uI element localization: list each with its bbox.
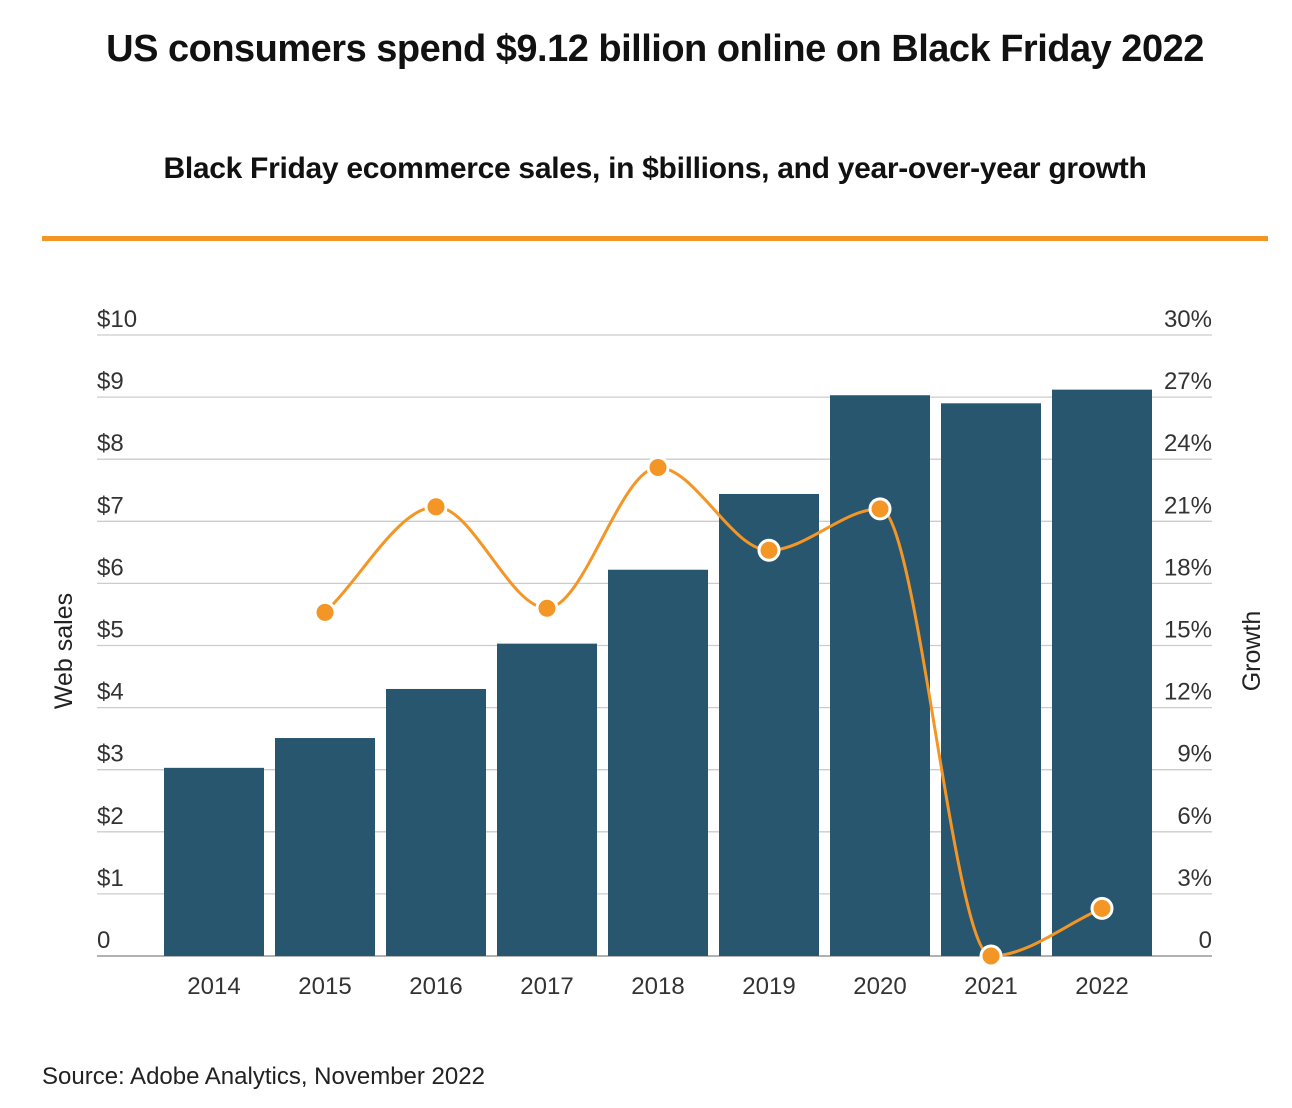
growth-point	[1090, 896, 1114, 920]
y-tick-label-left: $2	[97, 803, 124, 830]
bar	[719, 493, 819, 956]
y-axis-title-right: Growth	[1238, 611, 1266, 692]
y-tick-label-right: 21%	[1164, 492, 1212, 519]
axis-ticks: 0 0 $1 3% $2 6% $3 9% $4 12% $5 15% $6 18% $7 21% $8 24% $…	[97, 306, 1212, 1000]
x-tick-label: 2015	[298, 973, 351, 1000]
bar	[1052, 389, 1152, 956]
growth-point	[868, 497, 892, 521]
x-tick-label: 2018	[631, 973, 684, 1000]
x-tick-label: 2017	[520, 973, 573, 1000]
y-tick-label-right: 0	[1199, 927, 1212, 954]
x-tick-label: 2022	[1075, 973, 1128, 1000]
growth-point	[646, 455, 670, 479]
y-tick-label-left: $5	[97, 617, 124, 644]
y-tick-label-right: 12%	[1164, 679, 1212, 706]
y-tick-label-right: 24%	[1164, 430, 1212, 457]
y-tick-label-left: $7	[97, 492, 124, 519]
source-note: Source: Adobe Analytics, November 2022	[42, 1063, 485, 1090]
growth-point	[313, 600, 337, 624]
x-tick-label: 2016	[409, 973, 462, 1000]
growth-point	[535, 596, 559, 620]
bar	[386, 688, 486, 956]
growth-point	[979, 944, 1003, 968]
x-tick-label: 2020	[853, 973, 906, 1000]
bar-series	[164, 389, 1152, 956]
growth-series	[313, 455, 1114, 968]
bar	[275, 738, 375, 956]
chart-subtitle: Black Friday ecommerce sales, in $billio…	[163, 152, 1147, 185]
y-tick-label-left: 0	[97, 927, 110, 954]
y-tick-label-left: $8	[97, 430, 124, 457]
y-tick-label-right: 18%	[1164, 554, 1212, 581]
x-tick-label: 2014	[187, 973, 240, 1000]
growth-point	[424, 495, 448, 519]
bar	[941, 403, 1041, 956]
chart-title: US consumers spend $9.12 billion online …	[106, 28, 1204, 70]
bar	[497, 643, 597, 956]
y-tick-label-left: $1	[97, 865, 124, 892]
x-tick-label: 2021	[964, 973, 1017, 1000]
y-tick-label-right: 9%	[1177, 741, 1212, 768]
y-tick-label-right: 6%	[1177, 803, 1212, 830]
bar	[830, 395, 930, 956]
y-tick-label-right: 15%	[1164, 617, 1212, 644]
bar	[608, 569, 708, 956]
y-axis-title-left: Web sales	[50, 593, 78, 709]
accent-rule	[42, 236, 1268, 241]
y-tick-label-left: $4	[97, 679, 124, 706]
y-tick-label-right: 27%	[1164, 368, 1212, 395]
growth-line	[323, 465, 1103, 958]
y-tick-label-right: 30%	[1164, 306, 1212, 333]
bar	[164, 767, 264, 956]
y-tick-label-right: 3%	[1177, 865, 1212, 892]
y-tick-label-left: $9	[97, 368, 124, 395]
y-tick-label-left: $6	[97, 554, 124, 581]
y-tick-label-left: $10	[97, 306, 137, 333]
growth-point	[757, 538, 781, 562]
y-tick-label-left: $3	[97, 741, 124, 768]
x-tick-label: 2019	[742, 973, 795, 1000]
